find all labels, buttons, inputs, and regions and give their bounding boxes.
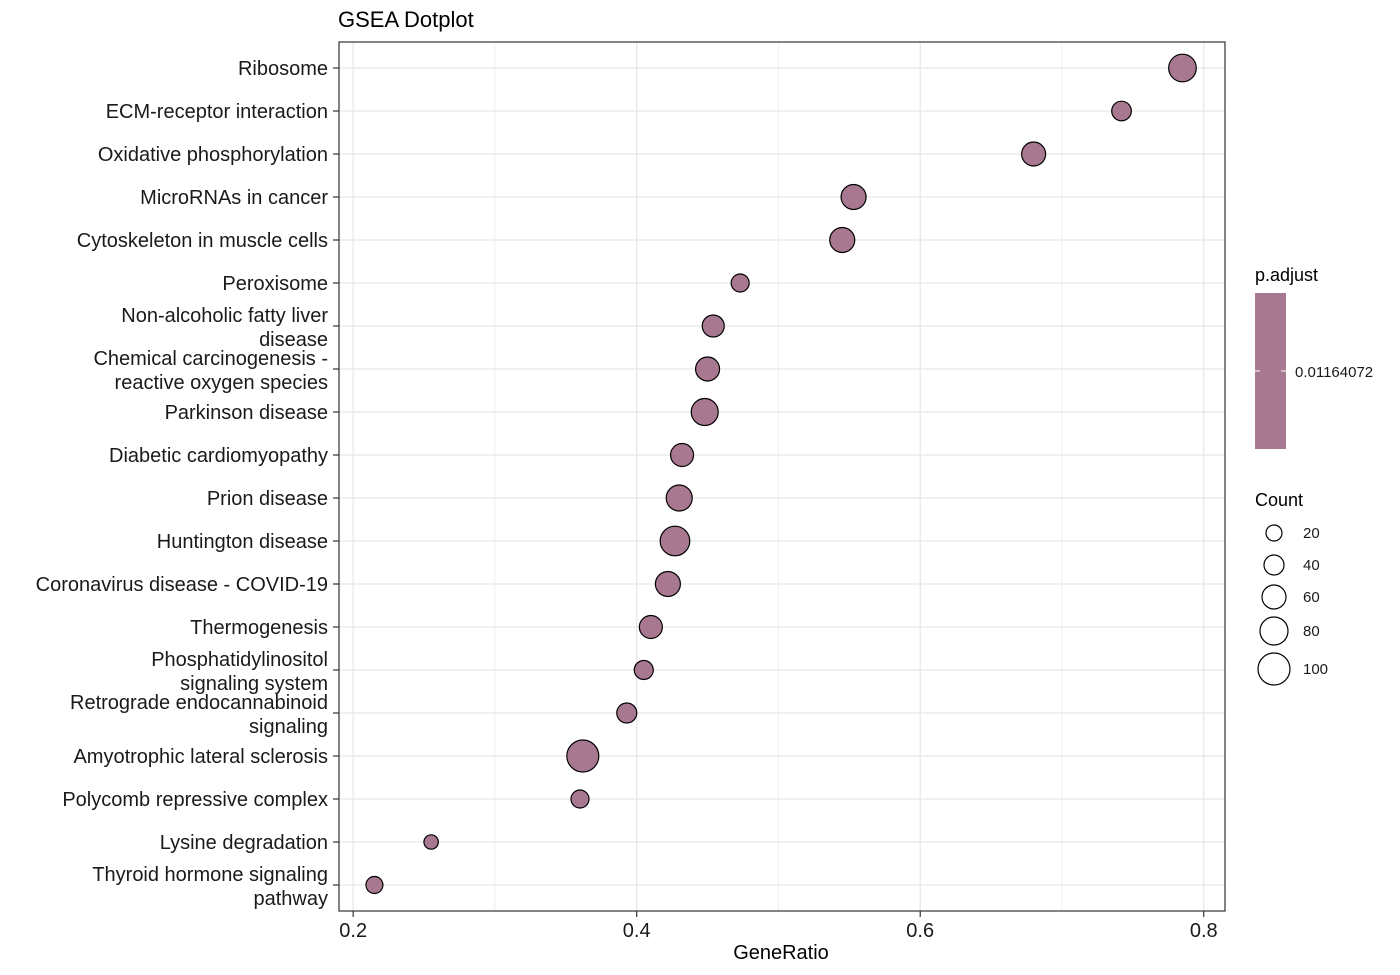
y-tick-label-line1: Retrograde endocannabinoid [70, 692, 328, 714]
size-legend-label: 20 [1303, 525, 1320, 542]
y-tick-label-line2: disease [259, 329, 328, 351]
y-tick-label: MicroRNAs in cancer [140, 187, 328, 209]
data-point [616, 702, 638, 724]
y-tick-label: Huntington disease [157, 531, 328, 553]
data-point [730, 273, 750, 293]
grid-minor [494, 42, 1063, 911]
y-tick-label: Polycomb repressive complex [62, 789, 328, 811]
y-tick-label: ECM-receptor interaction [106, 101, 328, 123]
y-tick-label-line1: Non-alcoholic fatty liver [121, 305, 328, 327]
y-tick-label-line2: signaling [249, 716, 328, 738]
size-legend-title: Count [1255, 490, 1303, 510]
y-tick-label-line1: Phosphatidylinositol [151, 649, 328, 671]
y-tick-label: Peroxisome [222, 273, 328, 295]
data-point [570, 789, 590, 809]
y-tick-label-line1: Chemical carcinogenesis - [93, 348, 328, 370]
size-legend: Count 20 40 60 80 100 [1255, 490, 1328, 686]
x-tick-label: 0.4 [623, 920, 651, 942]
x-tick-label: 0.8 [1190, 920, 1218, 942]
data-point [829, 226, 856, 254]
data-point [1111, 100, 1132, 122]
x-axis: 0.2 0.4 0.6 0.8 [339, 911, 1218, 942]
size-legend-label: 60 [1303, 589, 1320, 606]
data-point [633, 659, 654, 681]
size-legend-label: 80 [1303, 623, 1320, 640]
y-tick-label: Diabetic cardiomyopathy [109, 445, 328, 467]
data-point [1021, 141, 1047, 167]
data-point [701, 314, 725, 338]
y-tick-label-line2: pathway [254, 888, 329, 910]
data-point [365, 875, 384, 895]
chart-title: GSEA Dotplot [338, 7, 474, 32]
plot-panel [339, 42, 1225, 911]
size-legend-circle [1257, 652, 1291, 686]
plot-area [338, 41, 1226, 912]
x-axis-title: GeneRatio [733, 942, 829, 964]
data-point [690, 397, 719, 427]
size-legend-label: 40 [1303, 557, 1320, 574]
y-tick-label: Coronavirus disease - COVID-19 [36, 574, 328, 596]
y-tick-label: Amyotrophic lateral sclerosis [73, 746, 328, 768]
x-tick-label: 0.2 [339, 920, 367, 942]
size-legend-circle [1259, 616, 1289, 646]
color-legend-title: p.adjust [1255, 265, 1318, 285]
y-tick-label: Ribosome [238, 58, 328, 80]
data-point [423, 834, 439, 850]
y-tick-label-line2: signaling system [180, 673, 328, 695]
data-point [566, 739, 600, 773]
size-legend-items: 20 40 60 80 100 [1257, 524, 1328, 686]
y-tick-label: Oxidative phosphorylation [98, 144, 328, 166]
size-legend-circle [1261, 584, 1287, 610]
y-tick-label: Cytoskeleton in muscle cells [77, 230, 328, 252]
y-tick-label: Thermogenesis [190, 617, 328, 639]
data-point [840, 183, 867, 211]
data-point [665, 484, 693, 512]
data-point [654, 570, 681, 598]
data-point [638, 614, 663, 640]
color-legend-label: 0.01164072 [1295, 364, 1373, 381]
y-tick-label: Lysine degradation [160, 832, 328, 854]
data-points [365, 53, 1197, 895]
data-point [659, 525, 691, 557]
plot-border [338, 41, 1226, 912]
size-legend-label: 100 [1303, 661, 1328, 678]
data-point [694, 356, 721, 382]
y-tick-label-line1: Thyroid hormone signaling [92, 864, 328, 886]
y-tick-label: Prion disease [207, 488, 328, 510]
size-legend-circle [1263, 554, 1285, 576]
data-point [669, 442, 695, 468]
data-point [1168, 53, 1197, 83]
color-legend: p.adjust 0.01164072 [1255, 265, 1373, 449]
grid-major [339, 42, 1225, 911]
x-tick-label: 0.6 [906, 920, 934, 942]
y-tick-label: Parkinson disease [165, 402, 328, 424]
color-legend-bar [1255, 293, 1286, 449]
y-tick-label-line2: reactive oxygen species [115, 372, 328, 394]
y-axis: Ribosome ECM-receptor interaction Oxidativ… [36, 58, 339, 910]
size-legend-circle [1265, 524, 1283, 542]
